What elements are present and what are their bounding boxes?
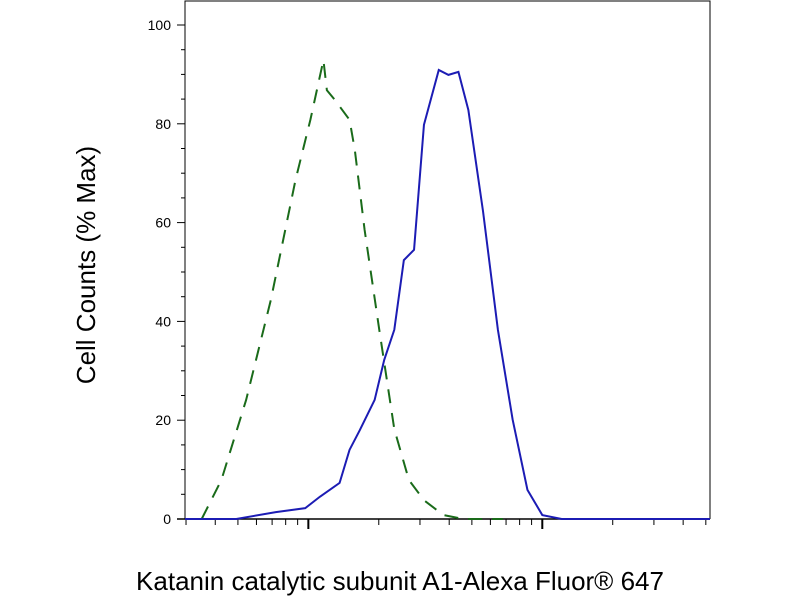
- series-line: [185, 68, 710, 520]
- y-tick-label: 20: [155, 412, 171, 428]
- x-axis-label: Katanin catalytic subunit A1-Alexa Fluor…: [136, 566, 664, 596]
- y-tick-label: 0: [163, 511, 171, 527]
- y-tick-label: 80: [155, 116, 171, 132]
- series-line: [200, 59, 503, 520]
- y-tick-label: 60: [155, 215, 171, 231]
- y-tick-label: 40: [155, 313, 171, 329]
- y-axis-label: Cell Counts (% Max): [71, 146, 101, 384]
- plot-frame: [184, 0, 711, 519]
- y-tick-label: 100: [148, 17, 172, 33]
